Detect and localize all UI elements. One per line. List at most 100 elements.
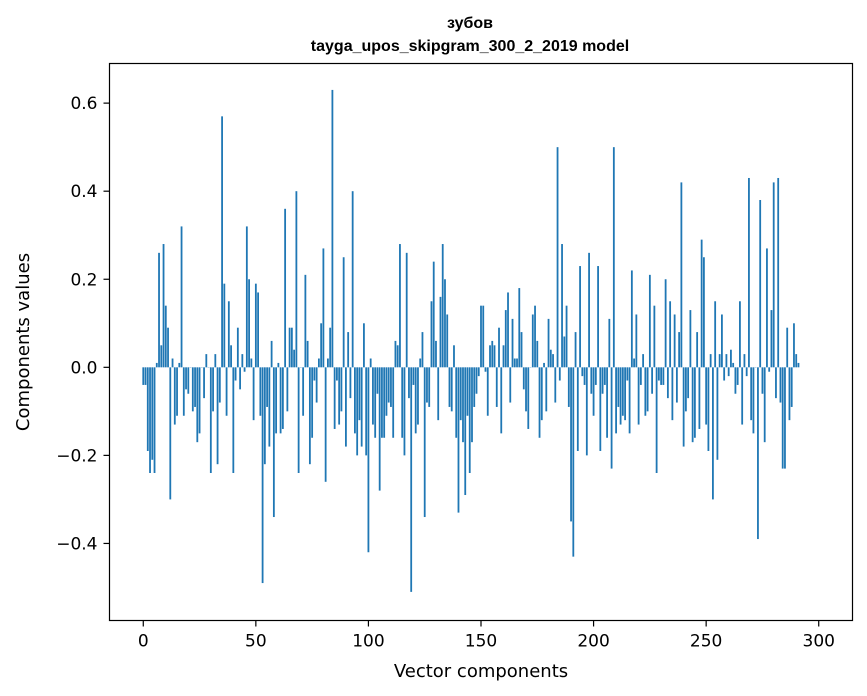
bar (684, 367, 687, 412)
bar (194, 367, 196, 407)
bar (504, 310, 507, 368)
bar (387, 367, 390, 403)
bar (486, 367, 489, 416)
bar (588, 252, 590, 368)
bar (669, 301, 672, 368)
bar (390, 367, 392, 407)
bar (707, 367, 710, 451)
bar (666, 367, 669, 399)
bar (297, 367, 300, 473)
bar (187, 367, 190, 394)
bar (507, 292, 509, 368)
bar (293, 349, 296, 368)
bar (558, 367, 561, 381)
bar (734, 367, 737, 394)
y-tick-label: −0.4 (56, 534, 97, 554)
bar (680, 182, 683, 368)
bars-group (142, 89, 800, 592)
bar (718, 354, 721, 368)
bar (599, 367, 602, 451)
bar (191, 367, 194, 412)
bar (311, 367, 314, 438)
bar (254, 283, 257, 368)
y-ticks: −0.4 −0.2 0.0 0.2 0.4 0.6 (56, 94, 110, 554)
bar (315, 367, 318, 403)
bar (709, 354, 712, 368)
bar (295, 191, 298, 368)
bar (214, 354, 217, 368)
bar (333, 367, 336, 429)
bar (381, 367, 383, 438)
bar (403, 367, 406, 456)
bar (252, 367, 255, 421)
bar (520, 332, 523, 368)
bar (779, 367, 782, 403)
bar (376, 367, 379, 394)
bar (162, 244, 165, 368)
bar (426, 367, 428, 403)
bar (790, 367, 793, 407)
bar (763, 367, 766, 443)
bar (639, 367, 642, 385)
bar (417, 367, 419, 425)
bar (286, 367, 289, 412)
bar (423, 367, 426, 518)
bar (338, 367, 341, 425)
bar (281, 367, 284, 429)
bar (795, 354, 798, 368)
bar (793, 323, 795, 368)
bar (500, 367, 503, 434)
bar (441, 244, 444, 368)
bar (205, 354, 208, 368)
bar (642, 354, 645, 368)
bar (743, 354, 746, 368)
bar (167, 327, 169, 368)
x-tick-label: 200 (577, 632, 609, 652)
bar (714, 301, 717, 368)
bar (331, 89, 334, 368)
bar (633, 358, 635, 368)
bar (173, 367, 176, 425)
bar (248, 279, 250, 368)
bar (471, 367, 473, 443)
bar (698, 367, 701, 429)
y-tick-label: 0.6 (70, 94, 97, 114)
bar (498, 327, 500, 368)
x-tick-label: 50 (245, 632, 267, 652)
bar (768, 367, 771, 372)
bar (482, 305, 485, 368)
bar (696, 332, 699, 368)
bar (561, 244, 563, 368)
bar (239, 367, 241, 390)
bar (721, 314, 723, 368)
bar (455, 367, 458, 438)
bar (630, 270, 633, 368)
bar (203, 367, 205, 399)
bar (453, 345, 455, 368)
bar (232, 367, 235, 473)
bar (705, 367, 708, 425)
bar (788, 367, 791, 421)
y-axis-label: Components values (13, 253, 34, 431)
bar (216, 367, 219, 465)
bar (601, 367, 604, 394)
bar (322, 248, 325, 368)
x-tick-label: 0 (138, 632, 149, 652)
bar (268, 367, 271, 447)
bar (243, 367, 246, 372)
bar (761, 367, 764, 394)
bar (784, 367, 786, 469)
bar (198, 367, 201, 434)
bar (484, 367, 487, 372)
bar (266, 367, 269, 407)
bar (491, 340, 494, 368)
chart-subtitle: tayga_upos_skipgram_300_2_2019 model (311, 38, 629, 55)
bar (748, 177, 750, 368)
bar (644, 367, 647, 416)
bar (279, 367, 282, 434)
bar (345, 367, 347, 447)
bar (579, 266, 581, 368)
bar (745, 367, 748, 377)
x-axis-label: Vector components (394, 661, 568, 682)
bar (673, 314, 676, 368)
